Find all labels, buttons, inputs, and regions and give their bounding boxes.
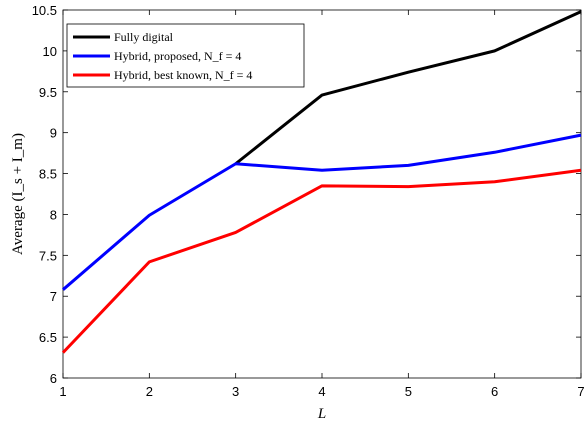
y-tick-label: 6.5 [39, 330, 57, 345]
ticks: 1 2 3 4 5 6 7 6 6.5 7 7.5 8 8.5 9 9.5 10 10.5 [32, 3, 584, 399]
legend: Fully digital Hybrid, proposed, N_f = 4 … [66, 23, 305, 88]
x-tick-label: 6 [491, 384, 498, 399]
series-line-hybrid-proposed-n-f-4 [62, 133, 582, 291]
x-tick-label: 7 [577, 384, 584, 399]
legend-label-fully-digital: Fully digital [114, 30, 174, 44]
y-tick-label: 9 [50, 126, 57, 141]
legend-label-hybrid-best-known: Hybrid, best known, N_f = 4 [114, 68, 252, 82]
y-tick-label: 10 [43, 44, 57, 59]
series-line-hybrid-best-known-n-f-4 [61, 168, 582, 354]
y-tick-label: 8.5 [39, 167, 57, 182]
x-axis-title: L [317, 406, 326, 422]
y-tick-label: 7.5 [39, 248, 57, 263]
y-tick-label: 7 [50, 289, 57, 304]
series-line-fully-digital [234, 10, 582, 165]
y-tick-label: 10.5 [32, 3, 57, 18]
x-tick-label: 1 [59, 384, 66, 399]
legend-label-hybrid-proposed: Hybrid, proposed, N_f = 4 [114, 49, 241, 63]
x-tick-label: 4 [318, 384, 325, 399]
x-tick-label: 5 [405, 384, 412, 399]
x-tick-label: 3 [232, 384, 239, 399]
y-tick-label: 8 [50, 207, 57, 222]
y-tick-label: 6 [50, 371, 57, 386]
series-lines [61, 10, 582, 354]
y-tick-label: 9.5 [39, 85, 57, 100]
y-axis-title: Average (I_s + I_m) [10, 133, 26, 255]
x-tick-label: 2 [146, 384, 153, 399]
